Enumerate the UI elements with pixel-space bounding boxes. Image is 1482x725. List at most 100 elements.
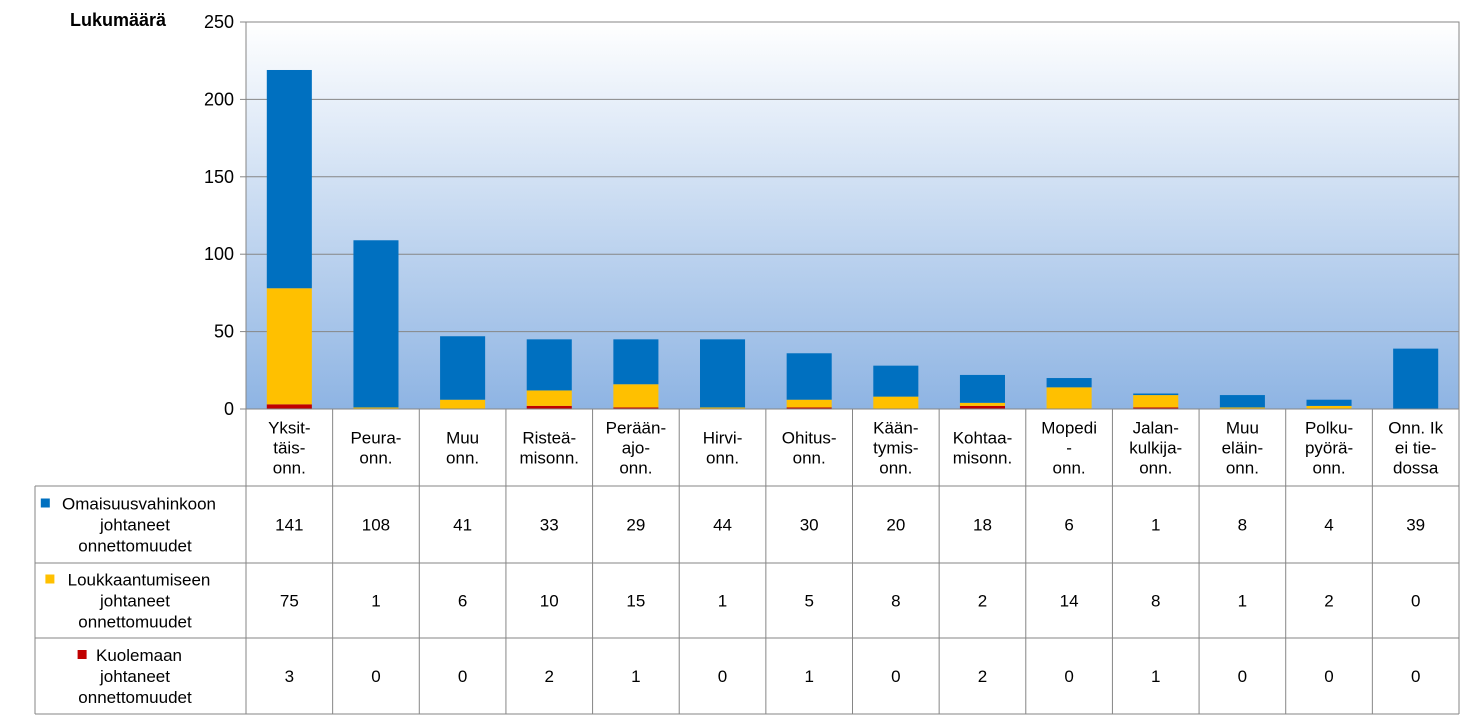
x-tick-label: Kohtaa- (953, 429, 1013, 448)
table-value: 1 (1151, 667, 1160, 686)
bar-segment (266, 288, 312, 405)
x-tick-label: kulkija- (1129, 439, 1182, 458)
legend-label: Kuolemaan (96, 646, 182, 665)
x-tick-label: Risteä- (522, 429, 576, 448)
legend-label: johtaneet (99, 592, 170, 611)
bar-segment (353, 240, 399, 408)
y-tick-label: 0 (224, 399, 234, 419)
plot-area (246, 22, 1459, 409)
bar-segment (786, 399, 832, 408)
legend-label: johtaneet (99, 516, 170, 535)
table-value: 0 (718, 667, 727, 686)
bar-segment (873, 365, 919, 397)
x-tick-label: ei tie- (1395, 439, 1437, 458)
table-value: 6 (1064, 516, 1073, 535)
x-tick-label: tymis- (873, 439, 918, 458)
legend-key (45, 574, 55, 584)
y-tick-label: 100 (204, 244, 234, 264)
x-tick-label: - (1066, 439, 1072, 458)
legend-label: onnettomuudet (78, 688, 192, 707)
bar-segment (613, 339, 659, 385)
x-tick-label: onn. (273, 459, 306, 478)
bar-segment (1046, 378, 1092, 388)
bar-segment (786, 407, 832, 409)
y-tick-label: 250 (204, 12, 234, 32)
legend-label: onnettomuudet (78, 613, 192, 632)
table-value: 18 (973, 516, 992, 535)
x-tick-label: onn. (619, 459, 652, 478)
table-value: 1 (718, 592, 727, 611)
x-tick-label: Mopedi (1041, 419, 1097, 438)
x-tick-label: onn. (879, 459, 912, 478)
bar-segment (526, 390, 572, 406)
bar-segment (613, 407, 659, 409)
table-value: 4 (1324, 516, 1333, 535)
table-value: 10 (540, 592, 559, 611)
table-value: 1 (1238, 592, 1247, 611)
x-tick-label: misonn. (953, 449, 1013, 468)
table-value: 1 (804, 667, 813, 686)
x-tick-label: pyörä- (1305, 439, 1353, 458)
bar-segment (266, 69, 312, 289)
x-tick-label: Peura- (350, 429, 401, 448)
y-tick-label: 200 (204, 89, 234, 109)
x-tick-label: onn. (1053, 459, 1086, 478)
x-tick-label: onn. (1226, 459, 1259, 478)
x-tick-label: eläin- (1222, 439, 1264, 458)
table-value: 30 (800, 516, 819, 535)
x-tick-label: dossa (1393, 459, 1439, 478)
table-value: 15 (626, 592, 645, 611)
bar-segment (873, 396, 919, 409)
table-value: 8 (891, 592, 900, 611)
x-tick-label: Muu (446, 429, 479, 448)
bar-segment (1219, 395, 1265, 408)
table-value: 2 (545, 667, 554, 686)
bar-segment (1133, 407, 1179, 409)
table-value: 14 (1060, 592, 1079, 611)
x-tick-label: Jalan- (1133, 419, 1179, 438)
x-tick-label: Hirvi- (703, 429, 743, 448)
table-value: 108 (362, 516, 390, 535)
table-value: 75 (280, 592, 299, 611)
table-value: 1 (1151, 516, 1160, 535)
table-value: 20 (886, 516, 905, 535)
table-value: 0 (371, 667, 380, 686)
legend-label: onnettomuudet (78, 537, 192, 556)
bar-segment (786, 353, 832, 400)
legend-key (77, 650, 87, 659)
x-tick-label: onn. (1312, 459, 1345, 478)
x-tick-label: onn. (793, 449, 826, 468)
bar-segment (1393, 348, 1439, 409)
x-tick-label: ajo- (622, 439, 650, 458)
table-value: 1 (631, 667, 640, 686)
x-tick-label: Onn. Ik (1388, 419, 1443, 438)
bar-segment (1133, 395, 1179, 408)
table-value: 5 (804, 592, 813, 611)
table-value: 2 (1324, 592, 1333, 611)
y-tick-label: 150 (204, 167, 234, 187)
bar-segment (1306, 399, 1352, 406)
bar-segment (353, 407, 399, 409)
table-value: 2 (978, 592, 987, 611)
y-tick-label: 50 (214, 322, 234, 342)
table-value: 2 (978, 667, 987, 686)
legend-key (40, 498, 50, 508)
bar-segment (440, 336, 486, 400)
bar-segment (440, 399, 486, 409)
bar-segment (700, 407, 746, 409)
x-tick-label: Kään- (873, 419, 918, 438)
x-tick-label: onn. (1139, 459, 1172, 478)
table-value: 39 (1406, 516, 1425, 535)
table-value: 0 (1064, 667, 1073, 686)
bar-segment (959, 405, 1005, 409)
x-tick-label: onn. (706, 449, 739, 468)
table-value: 0 (1411, 667, 1420, 686)
legend-label: johtaneet (99, 667, 170, 686)
x-tick-label: Polku- (1305, 419, 1353, 438)
x-tick-label: misonn. (519, 449, 579, 468)
x-tick-label: Perään- (606, 419, 666, 438)
bar-segment (1219, 407, 1265, 409)
bar-segment (266, 404, 312, 409)
table-value: 33 (540, 516, 559, 535)
